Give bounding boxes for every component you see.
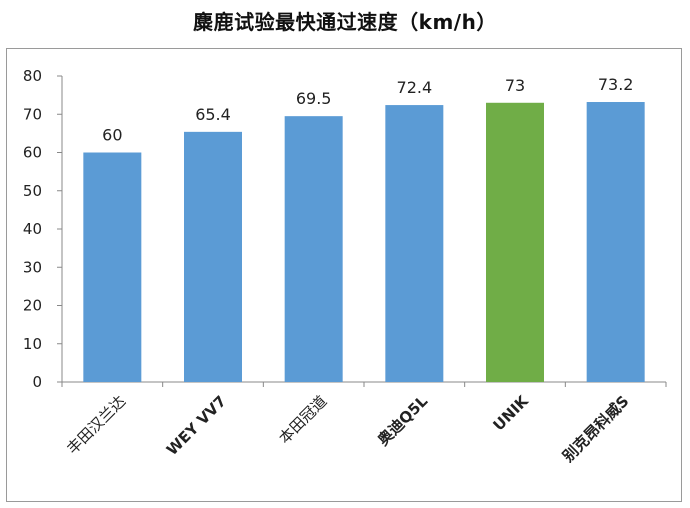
y-tick-label: 50 [23, 182, 42, 200]
data-label: 73.2 [598, 75, 634, 94]
x-tick-label: WEY VV7 [163, 392, 230, 459]
data-label: 60 [102, 126, 122, 145]
bar [486, 102, 544, 383]
chart-bars [83, 102, 645, 383]
chart-labels: 60 丰田汉兰达 65.4 WEY VV7 69.5 本田冠道 72.4 奥迪Q5L 73 UNI… [63, 75, 633, 466]
x-tick-label: 别克昂科威S [558, 392, 632, 466]
bar [184, 131, 242, 382]
x-tick-label: UNIK [489, 391, 532, 434]
y-tick-label: 10 [23, 335, 42, 353]
y-tick-label: 80 [23, 67, 42, 85]
bar [586, 102, 645, 382]
bar [385, 105, 444, 382]
data-label: 65.4 [195, 105, 231, 124]
y-tick-label: 60 [23, 144, 42, 162]
chart-title: 麋鹿试验最快通过速度（km/h） [193, 10, 497, 34]
y-tick-label: 70 [23, 105, 42, 123]
data-label: 73 [505, 76, 525, 95]
y-tick-label: 0 [32, 373, 42, 391]
data-label: 69.5 [296, 89, 332, 108]
x-tick-label: 丰田汉兰达 [63, 392, 129, 458]
chart-frame [6, 48, 682, 502]
bar [83, 152, 142, 382]
x-tick-label: 本田冠道 [275, 392, 330, 447]
bar [284, 116, 343, 382]
x-tick-label: 奥迪Q5L [374, 392, 431, 449]
chart-axes: 0 10 20 30 40 50 60 70 80 [23, 67, 667, 391]
y-tick-label: 30 [23, 258, 42, 276]
data-label: 72.4 [397, 78, 433, 97]
y-tick-label: 40 [23, 220, 42, 238]
y-tick-label: 20 [23, 297, 42, 315]
